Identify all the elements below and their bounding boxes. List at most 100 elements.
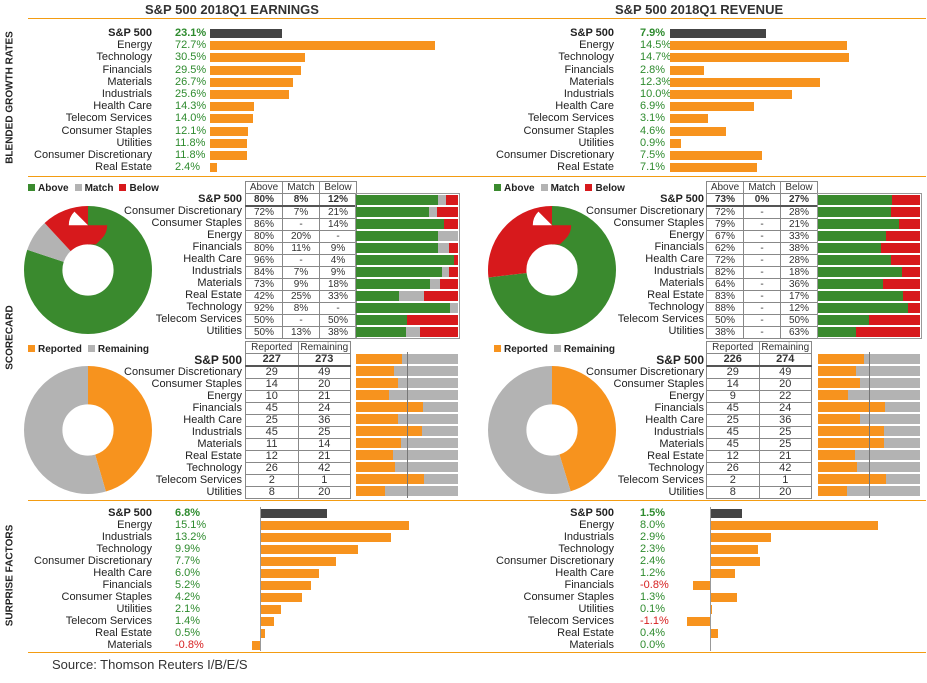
cell-above: 50% xyxy=(706,314,744,327)
value-label-health-care: 14.3% xyxy=(175,100,207,113)
category-label-consumer-staples: Consumer Staples xyxy=(523,124,615,137)
stack-match-consumer-discretionary xyxy=(429,207,437,217)
category-label-real-estate: Real Estate xyxy=(95,627,152,639)
value-label-materials: 26.7% xyxy=(175,75,207,88)
stack-reported-telecom-services xyxy=(818,474,886,484)
stack-reported-consumer-staples xyxy=(356,378,398,388)
stack-remaining-technology xyxy=(395,462,458,472)
value-label-financials: 5.2% xyxy=(175,579,201,591)
scorecard-category-energy: Energy xyxy=(207,229,242,241)
header-above: Above xyxy=(706,181,744,194)
table-row: 50% 13% 38% xyxy=(245,326,357,339)
revenue-title: S&P 500 2018Q1 REVENUE xyxy=(615,2,784,17)
bar-consumer-staples xyxy=(710,593,738,602)
cell-below: 21% xyxy=(780,218,818,231)
value-label-consumer-staples: 4.2% xyxy=(175,591,201,603)
stack-remaining-materials xyxy=(883,438,920,448)
table-row: 45 24 xyxy=(706,402,812,415)
stack-above-industrials xyxy=(818,267,902,277)
bar-financials xyxy=(693,581,710,590)
legend-reported-remaining: Reported Remaining xyxy=(28,344,155,355)
bar-technology xyxy=(210,53,305,63)
table-row: 45 25 xyxy=(706,426,812,439)
bar-health-care xyxy=(260,569,320,578)
table-row: 29 49 xyxy=(245,365,351,379)
category-label-industrials: Industrials xyxy=(101,88,152,100)
cell-match: - xyxy=(282,218,320,231)
cell-reported: 9 xyxy=(706,390,760,403)
category-label-telecom-services: Telecom Services xyxy=(527,112,614,125)
cell-above: 83% xyxy=(706,290,744,303)
stack-above-materials xyxy=(356,279,431,289)
stack-remaining-consumer-discretionary xyxy=(855,366,920,376)
legend-label-remaining: Remaining xyxy=(563,344,616,355)
bar-energy xyxy=(670,41,847,51)
stack-reported-health-care xyxy=(818,414,860,424)
cell-remaining: 36 xyxy=(297,414,351,427)
cell-below: 28% xyxy=(780,254,818,267)
stack-below-materials xyxy=(883,279,920,289)
reported-category-materials: Materials xyxy=(197,438,242,450)
stack-above-utilities xyxy=(356,327,407,337)
stack-below-consumer-staples xyxy=(898,219,920,229)
stack-remaining-industrials xyxy=(883,426,920,436)
cell-match: 8% xyxy=(282,302,320,315)
stack-above-industrials xyxy=(356,267,442,277)
legend-reported-remaining: Reported Remaining xyxy=(494,344,621,355)
value-label-utilities: 2.1% xyxy=(175,603,201,615)
header-remaining: Remaining xyxy=(758,341,812,354)
reported-category-financials: Financials xyxy=(192,402,242,414)
cell-below: 21% xyxy=(319,205,357,219)
cell-match: 7% xyxy=(282,205,320,219)
reported-category-industrials: Industrials xyxy=(191,426,242,438)
value-label-consumer-staples: 12.1% xyxy=(175,124,207,137)
scorecard-category-utilities: Utilities xyxy=(206,325,242,337)
table-row: 67% -33% xyxy=(706,230,818,243)
value-label-materials: 0.0% xyxy=(640,639,666,651)
value-label-health-care: 6.9% xyxy=(640,100,666,113)
stack-below-health-care xyxy=(453,255,458,265)
value-label-technology: 2.3% xyxy=(640,543,666,555)
cell-below: 36% xyxy=(780,278,818,291)
cell-remaining: 1 xyxy=(758,474,812,487)
stack-reported-energy xyxy=(818,390,848,400)
cell-reported: 26 xyxy=(706,462,760,475)
reported-category-consumer-staples: Consumer Staples xyxy=(151,378,243,390)
table-row: 12 21 xyxy=(245,450,351,463)
cell-remaining: 21 xyxy=(758,450,812,463)
stack-remaining-utilities xyxy=(847,486,920,496)
cell-reported: 2 xyxy=(245,474,299,487)
stack-below-financials xyxy=(881,243,920,253)
bar-financials xyxy=(210,65,302,75)
stack-match-technology xyxy=(449,303,458,313)
legend-swatch-above xyxy=(28,184,35,191)
value-label-energy: 8.0% xyxy=(640,519,666,531)
table-row: 45 25 xyxy=(706,438,812,451)
stack-above-consumer-staples xyxy=(356,219,444,229)
stack-below-telecom-services xyxy=(869,315,920,325)
table-row: 42% 25% 33% xyxy=(245,290,357,303)
bar-materials xyxy=(670,77,821,87)
stack-remaining-financials xyxy=(422,402,458,412)
value-label-energy: 72.7% xyxy=(175,39,207,52)
reported-category-industrials: Industrials xyxy=(653,426,704,438)
legend-swatch-match xyxy=(74,184,82,191)
scorecard-category-utilities: Utilities xyxy=(668,325,704,337)
bar-financials xyxy=(260,581,312,590)
cell-match: - xyxy=(282,254,320,267)
bar-health-care xyxy=(710,569,736,578)
category-label-energy: Energy xyxy=(117,519,152,531)
cell-above: 42% xyxy=(245,290,283,303)
stack-below-materials xyxy=(439,279,458,289)
bar-industrials xyxy=(210,90,290,99)
cell-above: 72% xyxy=(245,205,283,219)
stack-remaining-sp-500 xyxy=(402,354,458,364)
bar-technology xyxy=(260,545,358,554)
cell-above: 64% xyxy=(706,278,744,291)
stack-remaining-consumer-staples xyxy=(398,378,458,388)
reported-table: Reported Remaining 226 274 29 49 14 20 9 22 45 24 25… xyxy=(706,341,812,499)
stack-above-real-estate xyxy=(356,291,399,301)
cell-remaining: 25 xyxy=(758,426,812,439)
category-label-utilities: Utilities xyxy=(578,603,614,615)
